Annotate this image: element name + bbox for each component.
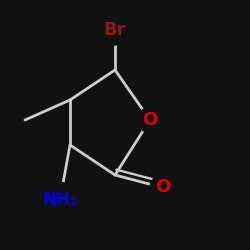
Text: NH₂: NH₂ bbox=[42, 191, 78, 209]
Circle shape bbox=[150, 175, 175, 200]
Text: O: O bbox=[142, 111, 158, 129]
Text: O: O bbox=[155, 178, 170, 196]
Circle shape bbox=[100, 15, 130, 45]
Circle shape bbox=[42, 182, 78, 218]
Text: Br: Br bbox=[104, 21, 126, 39]
Circle shape bbox=[138, 108, 162, 132]
